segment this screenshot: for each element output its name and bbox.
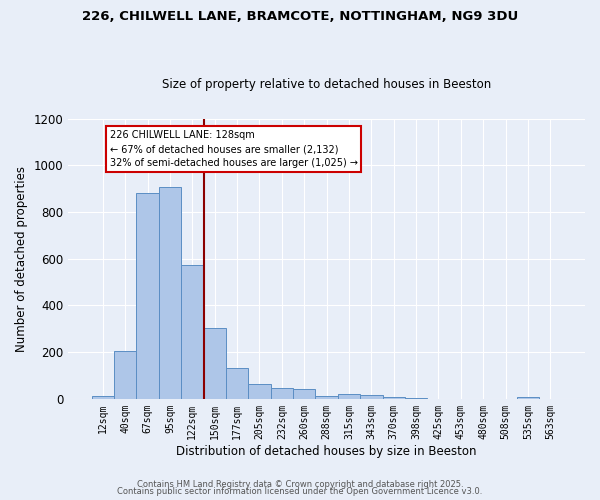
Text: Contains HM Land Registry data © Crown copyright and database right 2025.: Contains HM Land Registry data © Crown c… bbox=[137, 480, 463, 489]
Bar bbox=[226, 368, 248, 399]
Text: Contains public sector information licensed under the Open Government Licence v3: Contains public sector information licen… bbox=[118, 488, 482, 496]
Title: Size of property relative to detached houses in Beeston: Size of property relative to detached ho… bbox=[162, 78, 491, 91]
X-axis label: Distribution of detached houses by size in Beeston: Distribution of detached houses by size … bbox=[176, 444, 477, 458]
Bar bbox=[248, 384, 271, 399]
Bar bbox=[405, 398, 427, 399]
Bar bbox=[271, 388, 293, 399]
Bar bbox=[159, 188, 181, 399]
Bar bbox=[203, 328, 226, 399]
Bar bbox=[293, 389, 316, 399]
Bar bbox=[114, 351, 136, 399]
Text: 226, CHILWELL LANE, BRAMCOTE, NOTTINGHAM, NG9 3DU: 226, CHILWELL LANE, BRAMCOTE, NOTTINGHAM… bbox=[82, 10, 518, 23]
Text: 226 CHILWELL LANE: 128sqm
← 67% of detached houses are smaller (2,132)
32% of se: 226 CHILWELL LANE: 128sqm ← 67% of detac… bbox=[110, 130, 358, 168]
Bar bbox=[316, 396, 338, 399]
Y-axis label: Number of detached properties: Number of detached properties bbox=[15, 166, 28, 352]
Bar bbox=[517, 397, 539, 399]
Bar bbox=[136, 194, 159, 399]
Bar bbox=[383, 397, 405, 399]
Bar bbox=[338, 394, 360, 399]
Bar bbox=[181, 264, 203, 399]
Bar bbox=[92, 396, 114, 399]
Bar bbox=[360, 394, 383, 399]
